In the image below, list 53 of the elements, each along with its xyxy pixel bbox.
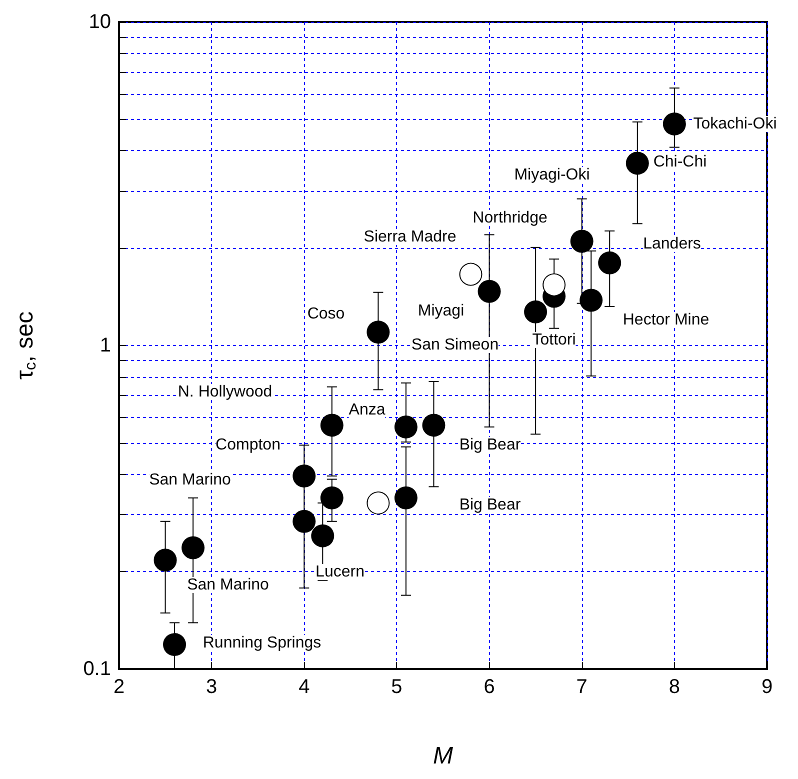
annotation: Big Bear — [459, 496, 522, 514]
point — [182, 536, 205, 560]
x-tick-label: 5 — [391, 676, 402, 698]
annotation: N. Hollywood — [178, 384, 272, 400]
point — [394, 415, 418, 438]
point — [163, 633, 186, 656]
x-tick-label: 4 — [298, 676, 310, 698]
annotation: San Simeon — [411, 336, 499, 354]
point — [320, 414, 344, 437]
x-tick-label: 3 — [206, 676, 218, 698]
point — [662, 112, 686, 136]
annotation: Chi-Chi — [653, 154, 707, 170]
point — [320, 486, 344, 510]
annotation: Tokachi-Oki — [693, 116, 777, 132]
point — [524, 300, 548, 324]
annotation: Miyagi-Oki — [514, 166, 590, 184]
point — [394, 486, 418, 510]
annotation: Northridge — [472, 210, 548, 226]
y-axis-title: τc, sec — [12, 311, 40, 380]
y-tick-label: 1 — [100, 334, 111, 356]
annotation: Big Bear — [459, 436, 522, 454]
annotation: San Marino — [149, 472, 232, 488]
point — [422, 414, 446, 437]
annotation: Sierra Madre — [364, 228, 456, 246]
point — [570, 230, 594, 253]
point — [154, 548, 177, 572]
annotation: Tottori — [532, 332, 576, 348]
x-tick-label: 8 — [668, 676, 680, 698]
y-tick-label: 0.1 — [83, 658, 111, 680]
point — [311, 524, 334, 548]
x-tick-label: 7 — [576, 676, 588, 698]
point — [478, 280, 501, 303]
annotation: Miyagi — [418, 302, 464, 320]
x-tick-label: 9 — [761, 676, 773, 698]
annotation: Anza — [348, 402, 386, 418]
point — [626, 152, 649, 175]
annotation: San Marino — [187, 576, 270, 594]
annotation: Coso — [307, 306, 345, 322]
annotation: Compton — [216, 436, 280, 454]
point — [542, 273, 566, 296]
annotation: Landers — [643, 236, 701, 252]
x-tick-label: 6 — [484, 676, 495, 698]
point — [292, 510, 316, 533]
x-axis-title: M — [433, 742, 453, 770]
point — [580, 288, 603, 312]
annotation: Hector Mine — [622, 312, 710, 328]
annotation: Lucern — [316, 564, 364, 580]
x-tick-label: 2 — [113, 676, 125, 698]
point — [598, 251, 622, 274]
point — [292, 464, 316, 488]
point — [366, 320, 390, 344]
y-tick-label: 10 — [88, 11, 111, 33]
annotation: Running Springs — [202, 634, 322, 652]
